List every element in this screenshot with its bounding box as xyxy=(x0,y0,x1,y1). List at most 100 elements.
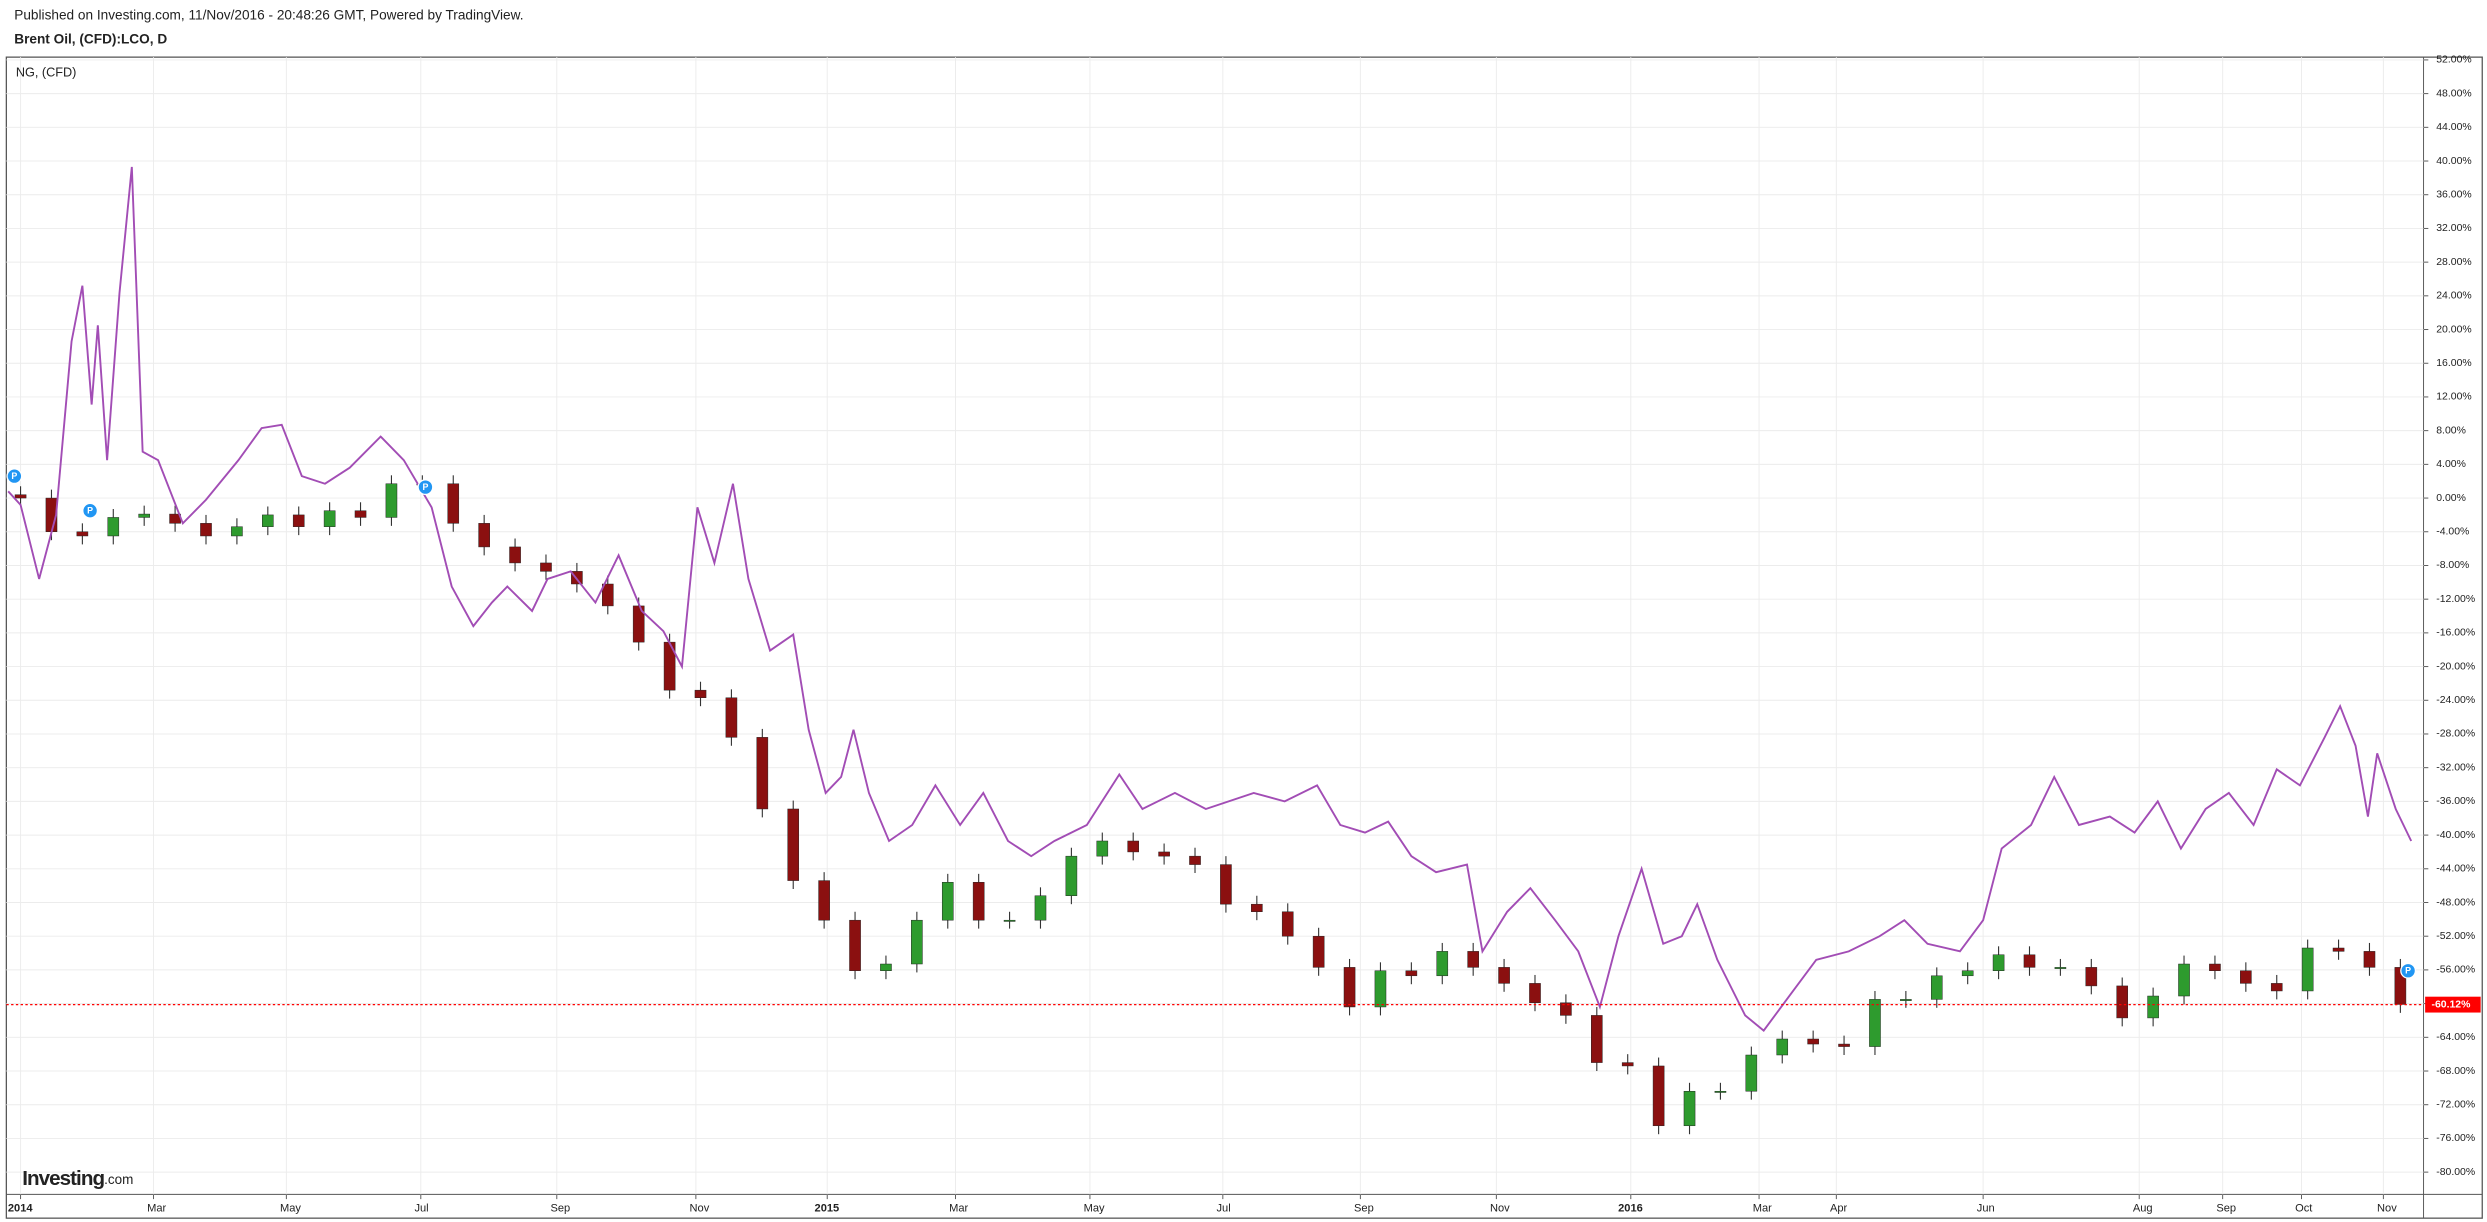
event-marker-label: P xyxy=(422,482,428,492)
candle-body xyxy=(292,514,305,527)
line-series xyxy=(7,166,2413,1032)
axes: 52.00% 48.00% 44.00% 40.00% 36.00% 32.00% 28.0… xyxy=(8,55,2481,1215)
frame xyxy=(5,56,2483,1219)
candle-body xyxy=(911,919,923,965)
plot: P P P P xyxy=(6,166,2424,1135)
candle-body xyxy=(787,808,800,881)
candle-body xyxy=(941,882,954,921)
candle-body xyxy=(2332,947,2345,952)
y-tick-label: -36.00% xyxy=(2436,796,2475,807)
candle-body xyxy=(2209,963,2221,971)
candle-body xyxy=(231,526,243,537)
y-tick-label: -56.00% xyxy=(2436,965,2475,976)
candle-body xyxy=(2085,967,2098,987)
candle-body xyxy=(2363,951,2376,968)
y-tick-label: -4.00% xyxy=(2436,527,2469,538)
candle-body xyxy=(1405,970,1418,977)
y-tick-label: 28.00% xyxy=(2436,257,2471,268)
y-tick-label: -64.00% xyxy=(2436,1032,2475,1043)
candle-body xyxy=(725,697,738,738)
y-tick-label: -76.00% xyxy=(2436,1133,2475,1144)
candle-body xyxy=(1034,895,1047,921)
candle-body xyxy=(14,494,27,499)
candle-body xyxy=(1281,911,1294,937)
event-marker xyxy=(2400,962,2417,979)
legend-entry: NG, (CFD) xyxy=(16,65,77,79)
x-tick-label: Sep xyxy=(550,1203,570,1215)
candle-body xyxy=(1992,954,2005,971)
candle-body xyxy=(1065,855,1078,896)
event-marker xyxy=(6,468,23,485)
candle-body xyxy=(262,514,274,527)
y-tick-label: 48.00% xyxy=(2436,88,2471,99)
y-tick-label: -72.00% xyxy=(2436,1099,2475,1110)
y-tick-label: 20.00% xyxy=(2436,324,2471,335)
x-tick-label: 2016 xyxy=(1618,1203,1643,1215)
x-tick-label: Jul xyxy=(1216,1203,1230,1215)
candle-body xyxy=(76,531,89,537)
y-tick-label: -24.00% xyxy=(2436,695,2475,706)
x-tick-label: Sep xyxy=(1354,1203,1374,1215)
x-tick-label: 2014 xyxy=(8,1203,34,1215)
y-tick-label: 44.00% xyxy=(2436,122,2471,133)
candle-body xyxy=(107,517,120,537)
candle-body xyxy=(2147,995,2159,1019)
candle-body xyxy=(849,919,861,971)
candle-body xyxy=(385,483,398,518)
y-tick-label: 52.00% xyxy=(2436,55,2471,66)
candle-body xyxy=(1869,999,1881,1047)
candle-body xyxy=(601,583,614,607)
x-tick-label: Mar xyxy=(949,1203,968,1215)
y-tick-label: 36.00% xyxy=(2436,189,2471,200)
candle-body xyxy=(818,880,830,921)
x-tick-label: 2015 xyxy=(815,1203,840,1215)
event-marker-label: P xyxy=(11,471,17,481)
last-value-label: -60.12% xyxy=(2431,999,2471,1010)
y-tick-label: -32.00% xyxy=(2436,762,2475,773)
candle-body xyxy=(1807,1038,1819,1045)
event-marker-label: P xyxy=(2405,966,2411,976)
event-marker-label: P xyxy=(87,506,93,516)
x-tick-label: Mar xyxy=(147,1203,166,1215)
logo-text: Investing xyxy=(22,1168,104,1191)
event-marker xyxy=(82,502,99,519)
y-tick-label: 0.00% xyxy=(2436,493,2466,504)
candle-body xyxy=(1096,840,1109,857)
y-tick-label: 40.00% xyxy=(2436,156,2471,167)
y-tick-label: -80.00% xyxy=(2436,1167,2475,1178)
candle-body xyxy=(1683,1090,1696,1127)
x-tick-label: Oct xyxy=(2295,1203,2312,1215)
candle-body xyxy=(1343,967,1356,1008)
x-tick-label: Jun xyxy=(1977,1203,1995,1215)
candle-body xyxy=(138,513,150,518)
candle-body xyxy=(1158,851,1170,857)
candle-body xyxy=(2240,970,2252,984)
candle-body xyxy=(1838,1043,1850,1047)
candle-body xyxy=(1374,970,1387,1008)
candle-body xyxy=(1498,967,1510,984)
candle-body xyxy=(1003,919,1016,922)
candle-body xyxy=(1930,975,1943,1000)
candle-body xyxy=(2054,967,2067,969)
chart-title: Brent Oil, (CFD):LCO, D xyxy=(14,31,167,46)
logo: Investing.com xyxy=(22,1168,133,1191)
x-tick-label: Mar xyxy=(1753,1203,1772,1215)
last-value-box xyxy=(2425,996,2481,1013)
y-tick-label: 32.00% xyxy=(2436,223,2471,234)
y-tick-label: -8.00% xyxy=(2436,560,2469,571)
logo-suffix: .com xyxy=(104,1172,133,1187)
y-tick-label: 4.00% xyxy=(2436,459,2466,470)
x-tick-label: Nov xyxy=(690,1203,710,1215)
y-tick-label: 8.00% xyxy=(2436,425,2466,436)
candle-body xyxy=(200,523,212,537)
candle-body xyxy=(1621,1062,1634,1067)
candle-body xyxy=(1251,903,1263,913)
candle-body xyxy=(2178,963,2190,997)
candle-body xyxy=(1189,855,1201,865)
candle-body xyxy=(540,562,552,572)
candle-body xyxy=(756,737,769,810)
event-marker xyxy=(417,479,434,496)
candle-body xyxy=(880,963,892,971)
